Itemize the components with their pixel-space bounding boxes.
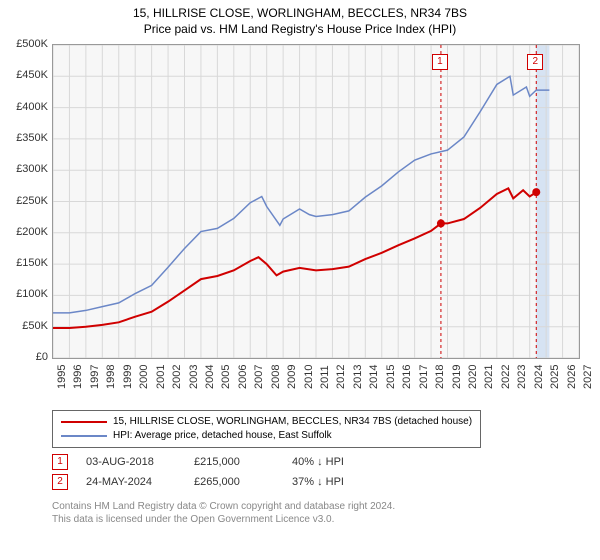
y-tick-label: £0 — [36, 351, 48, 363]
x-tick-label: 2011 — [319, 365, 331, 389]
x-tick-label: 2014 — [368, 365, 380, 389]
x-tick-label: 2006 — [237, 365, 249, 389]
footnote-line: This data is licensed under the Open Gov… — [52, 513, 395, 526]
x-tick-label: 2025 — [549, 365, 561, 389]
chart-subtitle: Price paid vs. HM Land Registry's House … — [0, 22, 600, 38]
legend-label: 15, HILLRISE CLOSE, WORLINGHAM, BECCLES,… — [113, 415, 472, 429]
marker-pct: 37% ↓ HPI — [292, 476, 332, 488]
y-tick-label: £500K — [16, 38, 48, 50]
footnote: Contains HM Land Registry data © Crown c… — [52, 500, 395, 526]
y-tick-label: £400K — [16, 101, 48, 113]
marker-price: £265,000 — [194, 476, 274, 488]
markers-table: 1 03-AUG-2018 £215,000 40% ↓ HPI 2 24-MA… — [52, 452, 332, 492]
legend-label: HPI: Average price, detached house, East… — [113, 429, 332, 443]
x-tick-label: 2005 — [220, 365, 232, 389]
x-tick-label: 2019 — [451, 365, 463, 389]
x-tick-label: 1997 — [89, 365, 101, 389]
y-tick-label: £200K — [16, 226, 48, 238]
x-tick-label: 1998 — [105, 365, 117, 389]
legend-swatch — [61, 435, 107, 437]
marker-badge-overlay: 2 — [527, 54, 543, 70]
arrow-down-icon: ↓ — [317, 476, 323, 488]
marker-date: 24-MAY-2024 — [86, 476, 176, 488]
plot-area — [52, 44, 580, 359]
y-tick-label: £300K — [16, 163, 48, 175]
x-tick-label: 2020 — [467, 365, 479, 389]
y-tick-label: £150K — [16, 257, 48, 269]
x-tick-label: 2015 — [385, 365, 397, 389]
x-tick-label: 2004 — [204, 365, 216, 389]
y-tick-label: £450K — [16, 69, 48, 81]
x-tick-label: 2003 — [188, 365, 200, 389]
legend-item: HPI: Average price, detached house, East… — [61, 429, 472, 443]
x-tick-label: 2002 — [171, 365, 183, 389]
x-tick-label: 2000 — [138, 365, 150, 389]
x-tick-label: 2016 — [401, 365, 413, 389]
x-tick-label: 2009 — [286, 365, 298, 389]
footnote-line: Contains HM Land Registry data © Crown c… — [52, 500, 395, 513]
x-tick-label: 1995 — [56, 365, 68, 389]
y-tick-label: £250K — [16, 195, 48, 207]
x-tick-label: 2023 — [516, 365, 528, 389]
x-tick-label: 2021 — [483, 365, 495, 389]
table-row: 1 03-AUG-2018 £215,000 40% ↓ HPI — [52, 452, 332, 472]
x-tick-label: 2017 — [418, 365, 430, 389]
x-tick-label: 1996 — [72, 365, 84, 389]
chart-title: 15, HILLRISE CLOSE, WORLINGHAM, BECCLES,… — [0, 0, 600, 22]
y-tick-label: £100K — [16, 288, 48, 300]
x-tick-label: 2027 — [582, 365, 594, 389]
chart-svg — [53, 45, 579, 358]
x-tick-label: 2018 — [434, 365, 446, 389]
marker-badge-overlay: 1 — [432, 54, 448, 70]
y-tick-label: £350K — [16, 132, 48, 144]
marker-badge: 2 — [52, 474, 68, 490]
arrow-down-icon: ↓ — [317, 456, 323, 468]
x-tick-label: 2007 — [253, 365, 265, 389]
legend-swatch — [61, 421, 107, 423]
table-row: 2 24-MAY-2024 £265,000 37% ↓ HPI — [52, 472, 332, 492]
marker-pct: 40% ↓ HPI — [292, 456, 332, 468]
x-tick-label: 2022 — [500, 365, 512, 389]
y-tick-label: £50K — [22, 320, 48, 332]
legend: 15, HILLRISE CLOSE, WORLINGHAM, BECCLES,… — [52, 410, 481, 448]
x-tick-label: 2010 — [303, 365, 315, 389]
chart-container: 15, HILLRISE CLOSE, WORLINGHAM, BECCLES,… — [0, 0, 600, 560]
legend-item: 15, HILLRISE CLOSE, WORLINGHAM, BECCLES,… — [61, 415, 472, 429]
x-tick-label: 2013 — [352, 365, 364, 389]
x-tick-label: 2001 — [155, 365, 167, 389]
x-tick-label: 2012 — [335, 365, 347, 389]
x-tick-label: 1999 — [122, 365, 134, 389]
x-tick-label: 2026 — [566, 365, 578, 389]
marker-badge: 1 — [52, 454, 68, 470]
x-tick-label: 2008 — [270, 365, 282, 389]
marker-date: 03-AUG-2018 — [86, 456, 176, 468]
marker-price: £215,000 — [194, 456, 274, 468]
x-tick-label: 2024 — [533, 365, 545, 389]
